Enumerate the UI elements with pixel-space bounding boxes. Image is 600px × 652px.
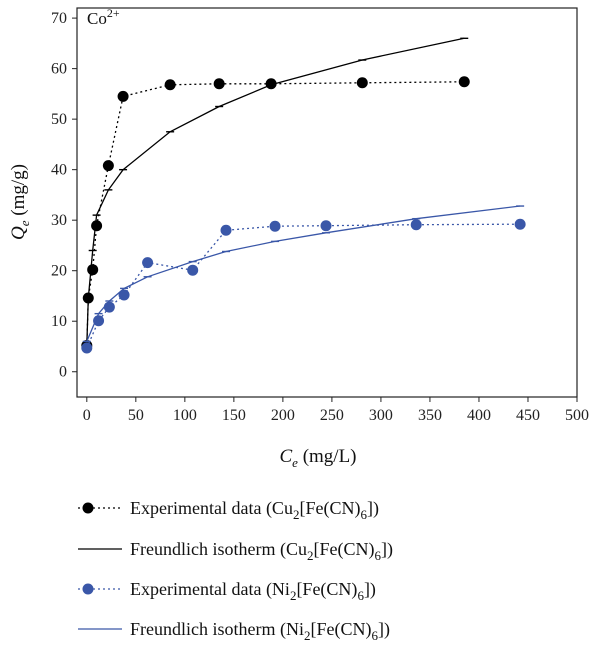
y-tick-label: 40	[51, 162, 67, 179]
x-tick-label: 450	[516, 407, 540, 424]
data-point	[91, 220, 103, 232]
series-3	[82, 205, 525, 343]
legend: Experimental data (Cu2[Fe(CN)6]) Freundl…	[78, 498, 393, 643]
y-axis-ticks: 0 10 20 30 40 50 60 70	[51, 10, 77, 381]
data-point	[118, 289, 130, 301]
series-2	[81, 218, 526, 354]
legend-item-cu-experimental: Experimental data (Cu2[Fe(CN)6])	[78, 498, 379, 522]
data-point	[213, 78, 225, 90]
y-tick-label: 20	[51, 263, 67, 280]
data-point	[103, 301, 115, 313]
x-tick-label: 500	[565, 407, 589, 424]
data-point	[269, 220, 281, 232]
y-tick-label: 30	[51, 212, 67, 229]
series-1	[82, 37, 469, 347]
data-point	[458, 76, 470, 88]
x-tick-label: 100	[173, 407, 197, 424]
data-point	[117, 90, 129, 102]
series-layer	[81, 37, 526, 354]
plot-frame	[76, 7, 578, 398]
y-tick-label: 70	[51, 10, 67, 27]
legend-item-cu-freundlich: Freundlich isotherm (Cu2[Fe(CN)6])	[78, 539, 393, 563]
series-line	[86, 223, 521, 349]
x-axis-title: Ce (mg/L)	[279, 446, 356, 470]
data-point	[93, 315, 105, 327]
legend-item-ni-experimental: Experimental data (Ni2[Fe(CN)6])	[78, 579, 376, 603]
y-tick-label: 60	[51, 61, 67, 78]
data-point	[356, 77, 368, 89]
x-tick-label: 150	[222, 407, 246, 424]
x-tick-label: 400	[467, 407, 491, 424]
svg-text:Experimental data (Cu2[Fe(CN)6: Experimental data (Cu2[Fe(CN)6])	[130, 498, 379, 522]
data-point	[81, 342, 93, 354]
x-tick-label: 200	[271, 407, 295, 424]
y-axis-title: Qe (mg/g)	[8, 164, 32, 240]
y-tick-label: 10	[51, 313, 67, 330]
data-point	[514, 218, 526, 230]
data-point	[410, 219, 422, 231]
ion-annotation: Co2+	[87, 6, 120, 28]
legend-item-ni-freundlich: Freundlich isotherm (Ni2[Fe(CN)6])	[78, 619, 390, 643]
y-tick-label: 50	[51, 111, 67, 128]
svg-text:Experimental data (Ni2[Fe(CN)6: Experimental data (Ni2[Fe(CN)6])	[130, 579, 376, 603]
data-point	[87, 264, 99, 276]
data-point	[187, 264, 199, 276]
x-tick-label: 0	[83, 407, 91, 424]
data-point	[320, 220, 332, 232]
series-0	[81, 76, 470, 351]
svg-text:Freundlich isotherm (Cu2[Fe(CN: Freundlich isotherm (Cu2[Fe(CN)6])	[130, 539, 393, 563]
data-point	[142, 257, 154, 269]
x-tick-label: 350	[418, 407, 442, 424]
svg-text:Freundlich isotherm (Ni2[Fe(CN: Freundlich isotherm (Ni2[Fe(CN)6])	[130, 619, 390, 643]
data-point	[164, 79, 176, 91]
series-line	[86, 81, 465, 346]
y-tick-label: 0	[59, 364, 67, 381]
data-point	[220, 224, 232, 236]
x-axis-ticks: 0 50 100 150 200 250 300 350 400 450 500	[83, 397, 589, 424]
x-tick-label: 250	[320, 407, 344, 424]
x-tick-label: 300	[369, 407, 393, 424]
x-tick-label: 50	[128, 407, 144, 424]
data-point	[102, 160, 114, 172]
